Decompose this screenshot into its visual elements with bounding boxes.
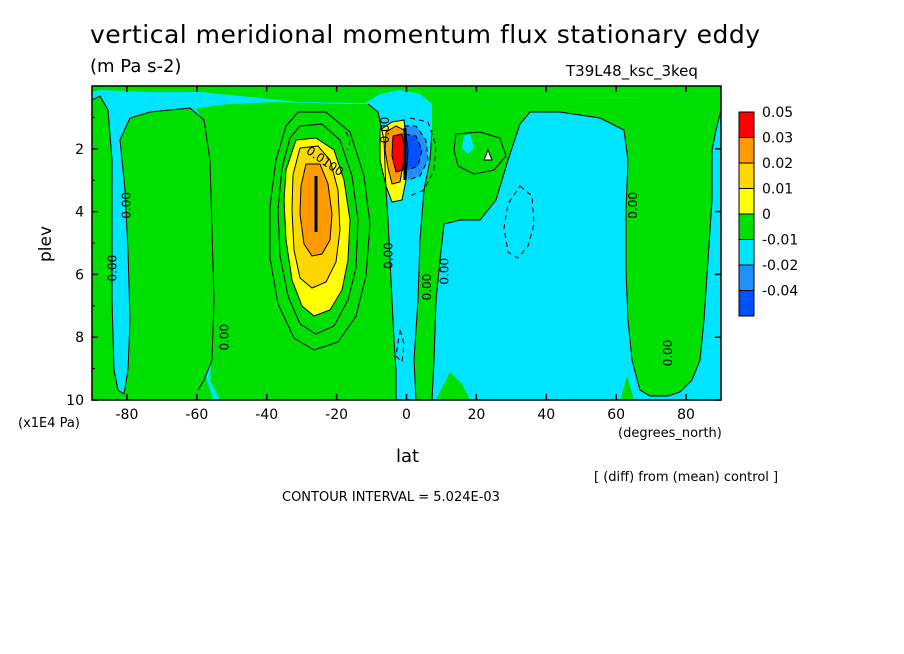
colorbar-swatch [738, 290, 755, 317]
y-tick-label: 6 [75, 267, 84, 283]
colorbar-swatch [738, 137, 755, 164]
colorbar-swatch [738, 264, 755, 291]
y-tick-label: 4 [75, 205, 84, 221]
region-positive-lower-right [436, 372, 470, 400]
contour-line-zero-left [92, 95, 215, 395]
contour-lines-negative [345, 117, 535, 364]
region-level-neg0.04 [405, 134, 422, 170]
run-label: T39L48_ksc_3keq [566, 62, 698, 80]
colorbar-swatch [738, 188, 755, 215]
contour-line-neg-eq-1 [404, 125, 429, 181]
colorbar-label: 0.03 [762, 131, 793, 147]
contour-label: 0.00 [420, 274, 434, 301]
diff-footnote: [ (diff) from (mean) control ] [594, 470, 779, 485]
x-tick-label: -60 [185, 407, 208, 423]
contour-line-right-small [453, 131, 507, 175]
contour-line-zero-right [413, 129, 433, 400]
contour-line-lobe-2 [291, 145, 341, 289]
contour-line-eq-1 [379, 119, 409, 203]
region-positive-lower-right-2 [620, 376, 634, 400]
y-axis-unit: (x1E4 Pa) [18, 416, 80, 431]
contour-line-neg-eq-2 [404, 133, 423, 171]
contour-line-neg-right [503, 185, 535, 259]
colorbar-label: -0.02 [762, 258, 798, 274]
x-tick-label: 80 [677, 407, 695, 423]
region-level-0.05 [392, 134, 405, 172]
contour-line-lobe-1 [283, 137, 351, 317]
chart-units: (m Pa s-2) [90, 56, 182, 77]
contour-interval: CONTOUR INTERVAL = 5.024E-03 [282, 490, 500, 505]
contour-lines [92, 95, 721, 400]
colorbar-label: -0.04 [762, 284, 798, 300]
x-tick-label: -40 [255, 407, 278, 423]
colorbar-label: -0.01 [762, 233, 798, 249]
x-tick-label: 20 [467, 407, 485, 423]
x-tick-label: -80 [116, 407, 139, 423]
colorbar-swatch [738, 239, 755, 266]
contour-line-eq-3 [391, 133, 406, 173]
region-positive-left-column [92, 96, 214, 400]
marker-triangle [483, 148, 493, 161]
x-tick-label: -20 [325, 407, 348, 423]
contour-line-lobe-3 [299, 163, 333, 257]
y-tick-label: 2 [75, 142, 84, 158]
contour-label: 0.00 [119, 192, 133, 219]
y-tick-label: 10 [66, 393, 84, 409]
colorbar-label: 0.02 [762, 156, 793, 172]
colorbar-label: 0.01 [762, 182, 793, 198]
contour-line-eq-2 [384, 125, 405, 185]
contour-line-lobe-outer [277, 123, 359, 335]
region-positive-lower-left [196, 370, 214, 400]
colorbar-swatch [738, 111, 755, 138]
contour-label: 0.00 [437, 258, 451, 285]
region-negative-spot [462, 134, 474, 154]
colorbar-label: 0.05 [762, 105, 793, 121]
contour-label: 0.00 [105, 255, 119, 282]
contour-line-zero-right2 [431, 109, 721, 400]
contour-label: 0.00 [382, 242, 396, 269]
x-axis-unit: (degrees_north) [618, 426, 722, 441]
x-axis-label: lat [396, 446, 420, 467]
region-positive-right [414, 97, 721, 400]
contour-line-lobe-outer2 [269, 111, 371, 351]
contour-line-neg-eq-3 [409, 117, 437, 197]
contour-label: 0.00 [661, 340, 675, 367]
contour-line-neg-left [345, 131, 351, 151]
contour-line-neg-lower [395, 329, 405, 364]
contour-label: 0.00 [626, 192, 640, 219]
colorbar-swatch [738, 162, 755, 189]
colorbar-swatch [738, 213, 755, 240]
region-positive-top-band [92, 86, 721, 104]
colorbar-label: 0 [762, 207, 771, 223]
contour-label: 0.00 [217, 324, 231, 351]
contour-fields [92, 86, 721, 400]
contour-line-zero-center [367, 103, 397, 400]
x-tick-label: 60 [607, 407, 625, 423]
y-tick-label: 8 [75, 330, 84, 346]
contour-label: 0.00 [378, 117, 392, 144]
chart-title: vertical meridional momentum flux statio… [90, 20, 761, 49]
colorbar: 0.05 0.03 0.02 0.01 0 -0.01 -0.02 -0.04 [738, 105, 798, 317]
x-tick-label: 0 [402, 407, 411, 423]
axes: -80 -60 -40 -20 0 20 40 60 80 2 4 6 8 10 [66, 86, 721, 423]
x-tick-label: 40 [537, 407, 555, 423]
